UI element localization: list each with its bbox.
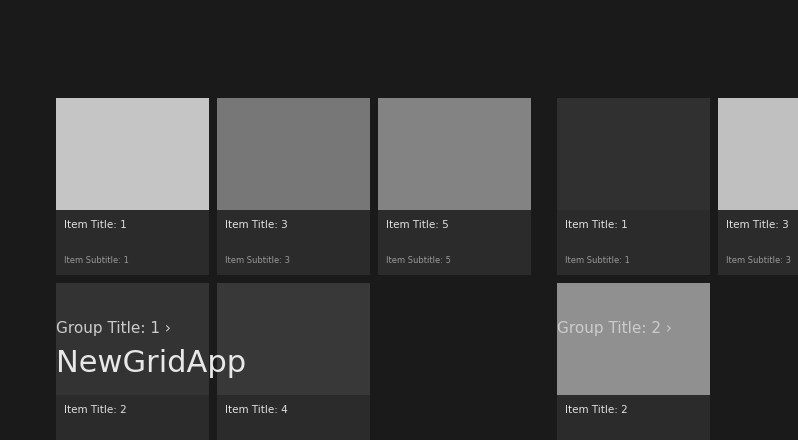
Bar — [378, 98, 531, 210]
Bar — [557, 98, 710, 210]
Text: Item Title: 4: Item Title: 4 — [225, 405, 288, 415]
Text: Group Title: 2 ›: Group Title: 2 › — [557, 321, 672, 336]
Bar — [56, 98, 209, 210]
Bar — [56, 210, 209, 275]
Bar — [217, 395, 370, 440]
Text: Item Title: 3: Item Title: 3 — [225, 220, 288, 230]
Text: Item Title: 1: Item Title: 1 — [565, 220, 628, 230]
Text: Item Title: 2: Item Title: 2 — [565, 405, 628, 415]
Text: Item Title: 2: Item Title: 2 — [64, 405, 127, 415]
Text: Item Title: 1: Item Title: 1 — [64, 220, 127, 230]
Text: Item Subtitle: 3: Item Subtitle: 3 — [225, 256, 290, 265]
Text: Item Subtitle: 1: Item Subtitle: 1 — [565, 256, 630, 265]
Bar — [217, 283, 370, 395]
Text: NewGridApp: NewGridApp — [56, 349, 246, 378]
Bar — [56, 395, 209, 440]
Bar — [718, 98, 798, 210]
Text: Item Subtitle: 3: Item Subtitle: 3 — [726, 256, 791, 265]
Bar — [217, 98, 370, 210]
Bar — [557, 210, 710, 275]
Text: Item Subtitle: 1: Item Subtitle: 1 — [64, 256, 128, 265]
Bar — [378, 210, 531, 275]
Bar — [56, 283, 209, 395]
Bar — [718, 210, 798, 275]
Bar — [557, 395, 710, 440]
Bar — [557, 283, 710, 395]
Text: Item Title: 5: Item Title: 5 — [386, 220, 448, 230]
Text: Item Title: 3: Item Title: 3 — [726, 220, 788, 230]
Text: Item Subtitle: 5: Item Subtitle: 5 — [386, 256, 451, 265]
Bar — [217, 210, 370, 275]
Text: Group Title: 1 ›: Group Title: 1 › — [56, 321, 171, 336]
